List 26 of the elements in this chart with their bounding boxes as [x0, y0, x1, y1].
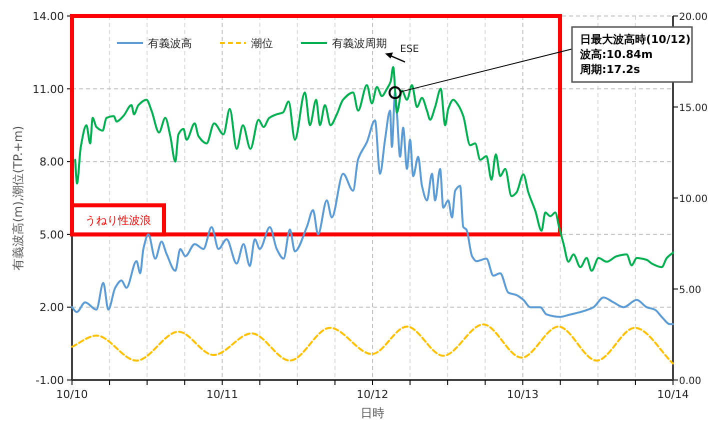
y-tick-label: -1.00: [36, 374, 64, 387]
y2-tick-label: 20.00: [679, 12, 708, 23]
legend-label: 有義波高: [148, 37, 192, 50]
annotation: 日最大波高時(10/12): [580, 33, 691, 46]
x-tick-label: 10/12: [356, 388, 388, 401]
y-axis-title: 有義波高(m),潮位(TP.+m): [11, 126, 25, 270]
x-tick-label: 10/14: [657, 388, 689, 401]
annotation: ESE: [400, 44, 419, 55]
x-tick-label: 10/13: [506, 388, 539, 401]
x-axis-title: 日時: [360, 406, 384, 420]
y-tick-label: 11.00: [32, 82, 64, 96]
x-tick-label: 10/10: [56, 388, 88, 401]
y2-tick-label: 5.00: [679, 285, 702, 296]
annotation: うねり性波浪: [85, 214, 151, 227]
y-tick-label: 2.00: [40, 301, 64, 314]
y-tick-label: 14.00: [32, 10, 64, 23]
y2-tick-label: 0.00: [679, 376, 702, 387]
y2-tick-label: 10.00: [679, 194, 708, 205]
y-tick-label: 5.00: [40, 228, 64, 242]
x-tick-label: 10/11: [206, 388, 238, 401]
legend-label: 潮位: [251, 37, 273, 50]
annotation: 周期:17.2s: [579, 63, 641, 76]
y2-tick-label: 15.00: [679, 103, 708, 114]
annotation: 波高:10.84m: [579, 48, 653, 61]
y-tick-label: 8.00: [40, 156, 64, 169]
legend-label: 有義波周期: [332, 37, 387, 50]
